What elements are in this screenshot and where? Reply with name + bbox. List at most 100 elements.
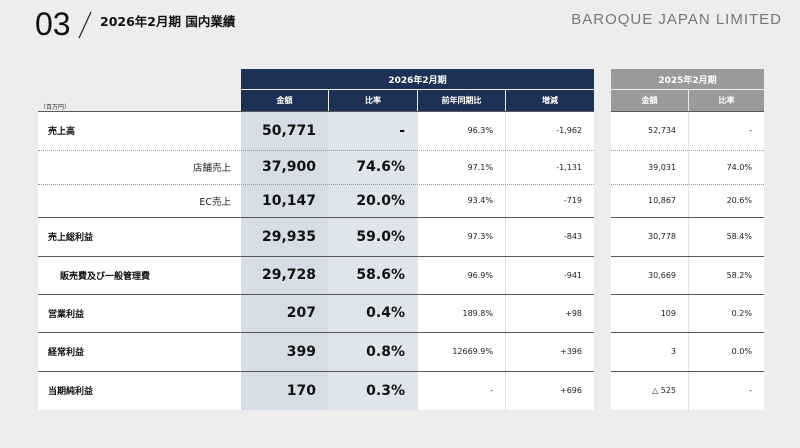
column-header: 前年同期比 xyxy=(418,90,505,111)
table-row: 販売費及び一般管理費 29,728 58.6% 96.9% -941 xyxy=(38,256,594,294)
column-divider xyxy=(505,111,506,412)
amount-value: 170 xyxy=(286,382,316,399)
ratio-value: 74.6% xyxy=(356,159,405,175)
table-row: 30,669 58.2% xyxy=(611,256,764,294)
amount-cell: 10,147 xyxy=(241,184,316,217)
table-row: 10,867 20.6% xyxy=(611,184,764,217)
prev_ratio-cell: - xyxy=(688,371,752,410)
previous-period-header: 2025年2月期 xyxy=(611,69,764,89)
prev_amount-cell: △ 525 xyxy=(611,371,676,410)
row-label: 売上高 xyxy=(48,127,76,137)
prev_ratio-cell: 58.2% xyxy=(688,256,752,294)
table-row: 営業利益 207 0.4% 189.8% +98 xyxy=(38,294,594,332)
slide-number: 03 xyxy=(35,6,71,42)
amount-cell: 29,728 xyxy=(241,256,316,294)
yoy-cell: 189.8% xyxy=(417,294,493,332)
prev_amount-cell: 30,669 xyxy=(611,256,676,294)
prev_ratio-value: - xyxy=(749,126,752,135)
prev_ratio-value: 58.4% xyxy=(726,232,752,241)
table-row: 39,031 74.0% xyxy=(611,150,764,184)
change-value: +396 xyxy=(560,347,582,356)
prev_ratio-value: - xyxy=(749,386,752,395)
table-row: 3 0.0% xyxy=(611,332,764,371)
row-divider xyxy=(38,184,594,185)
company-logo-text: BAROQUE JAPAN LIMITED xyxy=(571,11,782,28)
yoy-value: 96.3% xyxy=(467,126,493,135)
yoy-cell: 97.1% xyxy=(417,150,493,184)
yoy-cell: 96.9% xyxy=(417,256,493,294)
ratio-value: 20.0% xyxy=(356,192,405,209)
ratio-cell: - xyxy=(328,111,405,150)
prev_ratio-cell: 74.0% xyxy=(688,150,752,184)
ratio-value: - xyxy=(399,122,405,139)
yoy-cell: 97.3% xyxy=(417,217,493,256)
table-row: 売上高 50,771 - 96.3% -1,962 xyxy=(38,111,594,150)
ratio-cell: 0.8% xyxy=(328,332,405,371)
amount-column-highlight xyxy=(241,111,328,410)
yoy-cell: - xyxy=(417,371,493,410)
ratio-cell: 0.4% xyxy=(328,294,405,332)
ratio-cell: 0.3% xyxy=(328,371,405,410)
ratio-cell: 20.0% xyxy=(328,184,405,217)
row-divider xyxy=(611,371,764,372)
prev_amount-value: △ 525 xyxy=(652,386,676,395)
unit-label: （百万円） xyxy=(40,104,71,111)
current-period-table: 2026年2月期 金額 比率 前年同期比 増減 （百万円） 売上高 50,771 - 96.3% -… xyxy=(38,69,594,412)
row-divider xyxy=(38,332,594,333)
change-cell: +396 xyxy=(505,332,582,371)
row-label: 販売費及び一般管理費 xyxy=(60,271,151,282)
yoy-value: - xyxy=(490,386,493,395)
row-divider xyxy=(611,184,764,185)
amount-value: 10,147 xyxy=(261,192,316,209)
table-body xyxy=(611,111,764,410)
table-row: 店舗売上 37,900 74.6% 97.1% -1,131 xyxy=(38,150,594,184)
row-divider xyxy=(38,371,594,372)
prev_amount-cell: 52,734 xyxy=(611,111,676,150)
prev_ratio-value: 58.2% xyxy=(726,270,752,280)
change-cell: +696 xyxy=(505,371,582,410)
prev_ratio-cell: 0.2% xyxy=(688,294,752,332)
yoy-value: 12669.9% xyxy=(452,347,493,356)
column-divider xyxy=(688,111,689,412)
change-value: -941 xyxy=(563,270,582,280)
change-value: -1,962 xyxy=(556,126,582,135)
yoy-cell: 12669.9% xyxy=(417,332,493,371)
amount-cell: 37,900 xyxy=(241,150,316,184)
yoy-cell: 93.4% xyxy=(417,184,493,217)
page-title: 2026年2月期 国内業績 xyxy=(100,14,236,29)
ratio-value: 59.0% xyxy=(356,228,405,245)
current-period-header: 2026年2月期 xyxy=(241,69,594,89)
amount-value: 207 xyxy=(286,305,316,321)
row-label: 店舗売上 xyxy=(192,163,231,174)
prev_ratio-value: 0.0% xyxy=(731,347,752,356)
prev_amount-value: 10,867 xyxy=(648,196,676,205)
table-row: 52,734 - xyxy=(611,111,764,150)
prev_amount-value: 52,734 xyxy=(648,126,676,135)
yoy-value: 189.8% xyxy=(462,308,493,318)
row-label: EC売上 xyxy=(199,196,231,208)
prev_ratio-cell: 58.4% xyxy=(688,217,752,256)
change-value: +696 xyxy=(560,386,582,395)
yoy-value: 97.1% xyxy=(467,162,493,172)
prev_ratio-cell: 0.0% xyxy=(688,332,752,371)
column-header: 金額 xyxy=(241,90,328,111)
prev_ratio-cell: - xyxy=(688,111,752,150)
prev_amount-cell: 39,031 xyxy=(611,150,676,184)
table-row: 当期純利益 170 0.3% - +696 xyxy=(38,371,594,410)
amount-value: 29,935 xyxy=(261,228,316,245)
table-row: 経常利益 399 0.8% 12669.9% +396 xyxy=(38,332,594,371)
column-header: 増減 xyxy=(506,90,594,111)
amount-cell: 399 xyxy=(241,332,316,371)
change-value: -719 xyxy=(563,196,582,205)
yoy-value: 97.3% xyxy=(467,232,493,241)
column-header: 比率 xyxy=(689,90,764,111)
column-divider xyxy=(417,111,418,412)
prev_ratio-cell: 20.6% xyxy=(688,184,752,217)
prev_ratio-value: 74.0% xyxy=(726,162,752,172)
ratio-column-highlight xyxy=(328,111,417,410)
prev_amount-value: 39,031 xyxy=(648,162,676,172)
ratio-cell: 59.0% xyxy=(328,217,405,256)
row-divider xyxy=(611,150,764,151)
row-divider xyxy=(611,294,764,295)
change-cell: -1,962 xyxy=(505,111,582,150)
